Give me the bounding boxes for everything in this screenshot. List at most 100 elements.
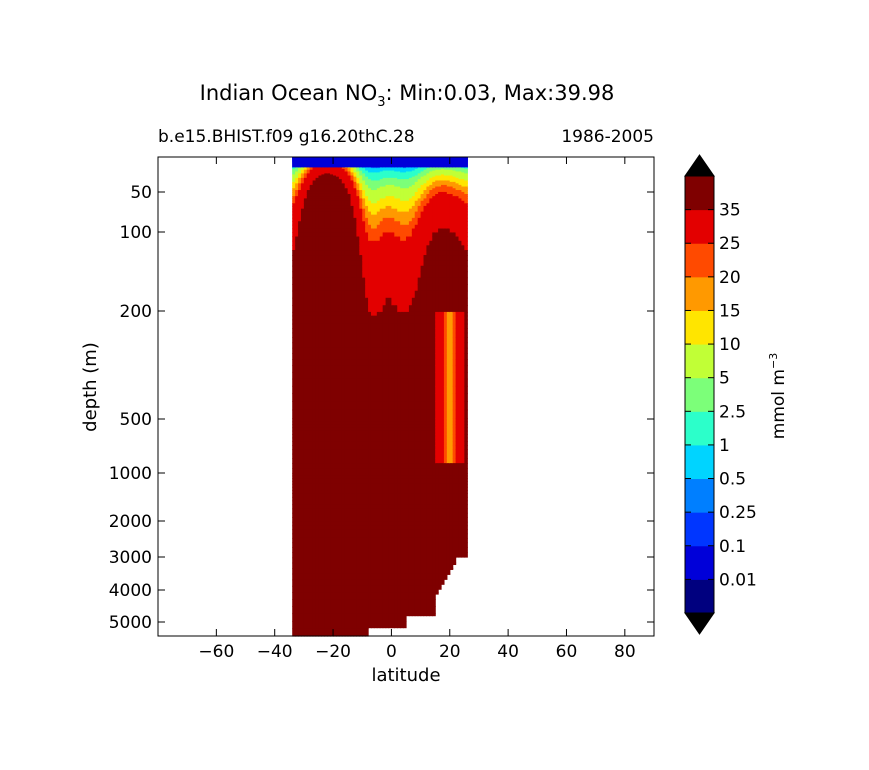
field-cell	[292, 493, 296, 498]
field-cell	[376, 453, 381, 459]
field-cell	[292, 517, 296, 523]
field-cell	[347, 458, 352, 464]
field-cell	[295, 166, 299, 168]
field-cell	[385, 181, 390, 184]
field-cell	[382, 504, 387, 510]
field-cell	[391, 409, 395, 420]
field-cell	[292, 188, 296, 191]
field-cell	[330, 393, 334, 402]
field-cell	[295, 508, 299, 514]
field-cell	[341, 409, 346, 420]
field-cell	[309, 424, 314, 429]
field-cell	[315, 168, 320, 170]
field-cell	[306, 483, 311, 488]
field-cell	[315, 562, 320, 569]
field-cell	[356, 385, 360, 395]
field-cell	[388, 552, 393, 559]
field-cell	[359, 409, 363, 420]
field-cell	[303, 365, 308, 373]
field-cell	[391, 174, 395, 177]
field-cell	[379, 176, 384, 179]
field-cell	[376, 496, 381, 502]
field-cell	[333, 547, 337, 553]
field-cell	[312, 353, 317, 360]
field-cell	[327, 190, 331, 193]
field-cell	[359, 449, 363, 455]
field-cell	[327, 166, 331, 168]
field-cell	[292, 483, 296, 488]
field-cell	[362, 628, 366, 637]
field-cell	[370, 401, 375, 411]
field-cell	[324, 430, 328, 435]
field-cell	[376, 508, 381, 514]
field-cell	[324, 517, 328, 523]
field-cell	[303, 434, 308, 439]
field-cell	[394, 328, 398, 334]
field-cell	[379, 184, 384, 188]
field-cell	[315, 486, 320, 491]
field-cell	[318, 211, 322, 216]
field-cell	[338, 486, 343, 491]
field-cell	[350, 196, 355, 199]
field-cell	[362, 486, 366, 491]
field-cell	[347, 441, 352, 446]
field-cell	[347, 305, 352, 313]
field-cell	[321, 599, 325, 607]
field-cell	[353, 232, 357, 238]
field-cell	[341, 568, 346, 575]
field-cell	[362, 323, 366, 329]
field-cell	[333, 562, 337, 569]
field-cell	[321, 418, 325, 423]
field-cell	[312, 214, 317, 219]
field-cell	[362, 208, 366, 213]
field-cell	[295, 179, 299, 182]
field-cell	[379, 166, 384, 168]
field-cell	[347, 463, 352, 469]
field-cell	[365, 401, 369, 411]
field-cell	[347, 284, 352, 292]
field-cell	[303, 168, 308, 170]
field-cell	[359, 359, 363, 367]
field-cell	[333, 175, 337, 178]
field-cell	[368, 437, 372, 442]
field-cell	[330, 585, 334, 593]
field-cell	[330, 473, 334, 477]
field-cell	[347, 332, 352, 339]
field-cell	[373, 297, 378, 306]
field-cell	[376, 172, 381, 174]
field-cell	[318, 172, 322, 174]
field-cell	[309, 174, 314, 177]
field-cell	[344, 473, 349, 477]
field-cell	[365, 430, 369, 435]
field-cell	[382, 217, 387, 222]
field-cell	[379, 177, 384, 180]
field-cell	[327, 179, 331, 182]
field-cell	[382, 493, 387, 498]
field-cell	[359, 599, 363, 607]
field-cell	[292, 177, 296, 180]
field-cell	[356, 418, 360, 423]
field-cell	[391, 599, 395, 607]
field-cell	[359, 236, 363, 242]
field-cell	[312, 167, 317, 169]
field-cell	[379, 508, 384, 514]
field-cell	[344, 458, 349, 464]
field-cell	[318, 421, 322, 426]
field-cell	[353, 385, 357, 395]
field-cell	[350, 359, 355, 367]
field-cell	[376, 500, 381, 506]
field-cell	[300, 175, 305, 178]
field-cell	[368, 250, 372, 256]
field-cell	[330, 332, 334, 339]
field-cell	[321, 311, 325, 317]
field-cell	[321, 174, 325, 177]
field-cell	[353, 592, 357, 600]
field-cell	[292, 621, 296, 630]
field-cell	[388, 166, 393, 168]
field-cell	[312, 200, 317, 204]
field-cell	[365, 221, 369, 226]
field-cell	[379, 468, 384, 474]
field-cell	[327, 463, 331, 469]
field-cell	[306, 359, 311, 367]
field-cell	[353, 378, 357, 387]
